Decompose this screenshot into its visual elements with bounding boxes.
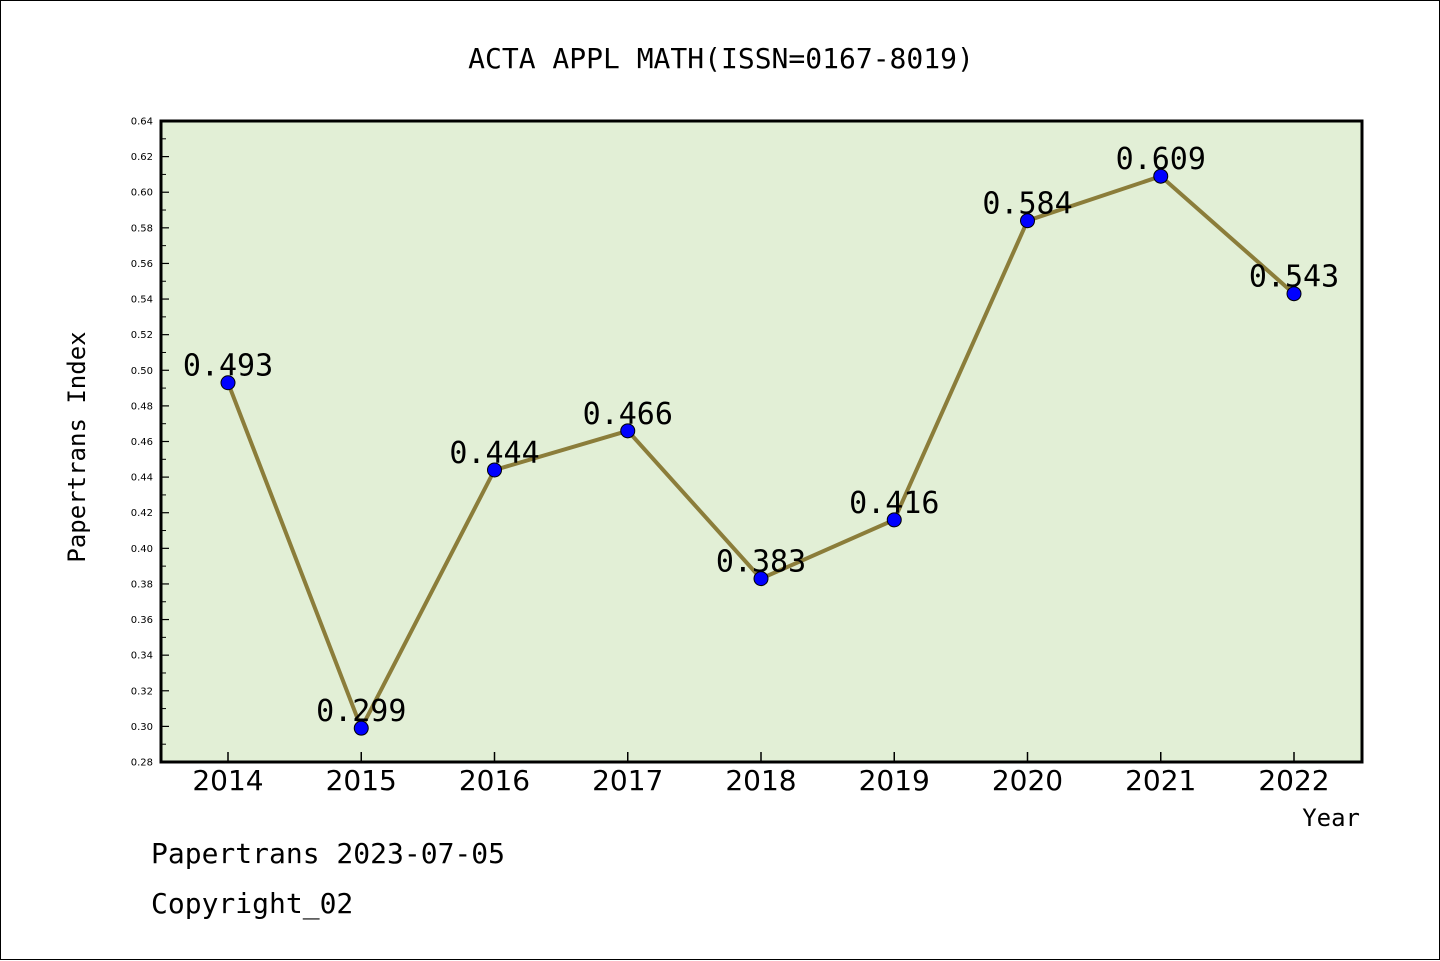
y-tick-label: 0.64 (131, 117, 153, 128)
x-tick-label: 2022 (1258, 764, 1329, 797)
data-point (1020, 213, 1035, 229)
y-tick-label: 0.50 (131, 366, 153, 377)
x-axis-label: Year (1302, 804, 1360, 832)
data-label: 0.299 (316, 694, 406, 729)
y-tick-label: 0.36 (131, 615, 153, 626)
y-tick-label: 0.34 (131, 651, 153, 662)
x-tick-label: 2015 (326, 764, 397, 797)
y-tick-label: 0.42 (131, 508, 153, 519)
x-axis-ticks: 2014 2015 2016 2017 2018 2019 2020 2021 2022 (192, 752, 1330, 797)
y-tick-label: 0.48 (131, 401, 153, 412)
y-tick-label: 0.28 (131, 758, 153, 769)
footer-copyright: Copyright_02 (151, 887, 354, 920)
x-tick-label: 2018 (725, 764, 796, 797)
data-label: 0.543 (1249, 260, 1339, 295)
footer-date: Papertrans 2023-07-05 (151, 837, 506, 870)
data-point (886, 512, 902, 528)
data-markers (220, 168, 1302, 736)
data-label: 0.416 (849, 486, 939, 521)
y-tick-label: 0.52 (131, 330, 153, 341)
y-tick-label: 0.60 (131, 188, 153, 199)
y-tick-label: 0.62 (131, 152, 153, 163)
chart-title: ACTA APPL MATH(ISSN=0167-8019) (468, 42, 974, 75)
data-point (353, 720, 369, 736)
x-tick-label: 2017 (592, 764, 663, 797)
y-tick-label: 0.58 (131, 223, 153, 234)
y-tick-label: 0.32 (131, 686, 153, 697)
y-tick-label: 0.54 (131, 295, 153, 306)
data-label: 0.584 (982, 187, 1072, 222)
y-tick-label: 0.30 (131, 722, 153, 733)
y-axis-ticks: 0.28 0.30 0.32 0.34 0.36 0.38 0.40 0.42 0.44 0.46… (131, 117, 169, 769)
y-tick-label: 0.40 (131, 544, 153, 555)
data-label: 0.383 (716, 545, 806, 580)
x-tick-label: 2019 (859, 764, 930, 797)
data-point (620, 423, 636, 439)
y-tick-label: 0.44 (131, 473, 153, 484)
x-tick-label: 2016 (459, 764, 530, 797)
data-point (1153, 168, 1169, 184)
data-labels: 0.493 0.299 0.444 0.466 0.383 0.416 0.584 0.609… (183, 142, 1339, 729)
data-point (1286, 286, 1302, 302)
data-label: 0.609 (1116, 142, 1206, 177)
x-tick-label: 2020 (992, 764, 1063, 797)
data-point (753, 571, 769, 587)
data-label: 0.444 (449, 436, 539, 471)
x-tick-label: 2014 (192, 764, 263, 797)
plot-area (159, 119, 1364, 764)
data-point (487, 462, 502, 478)
data-label: 0.493 (183, 349, 273, 384)
y-tick-label: 0.46 (131, 437, 153, 448)
y-axis-label: Papertrans Index (63, 331, 91, 562)
x-tick-label: 2021 (1125, 764, 1196, 797)
data-point (220, 375, 236, 391)
y-tick-label: 0.38 (131, 579, 153, 590)
y-tick-label: 0.56 (131, 259, 153, 270)
data-label: 0.466 (583, 397, 673, 432)
